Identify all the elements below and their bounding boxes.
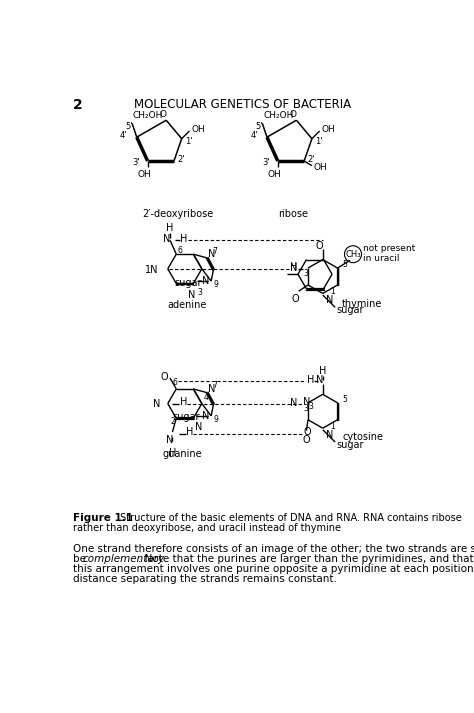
Text: H: H <box>319 366 327 376</box>
Text: 3: 3 <box>309 402 314 411</box>
Text: N: N <box>290 398 297 408</box>
Text: O: O <box>302 435 310 445</box>
Text: One strand therefore consists of an image of the other; the two strands are said: One strand therefore consists of an imag… <box>73 544 474 554</box>
Text: 6: 6 <box>172 378 177 387</box>
Text: N: N <box>165 435 173 445</box>
Text: 1: 1 <box>330 422 335 431</box>
Text: MOLECULAR GENETICS OF BACTERIA: MOLECULAR GENETICS OF BACTERIA <box>134 98 352 111</box>
Text: Structure of the basic elements of DNA and RNA. RNA contains ribose: Structure of the basic elements of DNA a… <box>118 513 462 523</box>
Text: CH₂OH: CH₂OH <box>263 111 293 120</box>
Text: H: H <box>169 448 176 458</box>
Text: OH: OH <box>313 163 327 172</box>
Text: N: N <box>153 399 160 409</box>
Text: O: O <box>303 427 311 437</box>
Text: O: O <box>290 110 297 118</box>
Text: N: N <box>195 422 202 432</box>
Text: 3: 3 <box>303 269 308 278</box>
Text: sugar: sugar <box>337 305 364 315</box>
Text: N: N <box>188 289 195 299</box>
Text: OH: OH <box>137 170 151 179</box>
Text: 4': 4' <box>120 131 128 140</box>
Text: OH: OH <box>191 125 205 134</box>
Text: 3': 3' <box>132 158 140 167</box>
Text: thymine: thymine <box>342 299 383 309</box>
Text: sugar: sugar <box>173 412 200 422</box>
Text: 9: 9 <box>213 415 219 424</box>
Text: distance separating the strands remains constant.: distance separating the strands remains … <box>73 574 337 584</box>
Text: cytosine: cytosine <box>342 432 383 442</box>
Text: not present: not present <box>363 244 415 252</box>
Text: rather than deoxyribose, and uracil instead of thymine: rather than deoxyribose, and uracil inst… <box>73 523 341 533</box>
Text: be: be <box>73 554 90 564</box>
Text: N: N <box>202 276 210 286</box>
Text: CH₃: CH₃ <box>345 250 361 259</box>
Text: 1': 1' <box>185 138 192 146</box>
Text: 1': 1' <box>315 138 322 146</box>
Text: OH: OH <box>268 170 282 179</box>
Text: 2': 2' <box>177 155 184 164</box>
Text: 2′-deoxyribose: 2′-deoxyribose <box>142 209 213 219</box>
Text: 4': 4' <box>250 131 258 140</box>
Text: N: N <box>316 376 323 386</box>
Text: 2': 2' <box>307 155 315 164</box>
Text: adenine: adenine <box>167 300 206 310</box>
Text: 3: 3 <box>303 404 308 413</box>
Text: O: O <box>316 241 323 251</box>
Text: H: H <box>180 234 188 244</box>
Text: N: N <box>202 411 210 421</box>
Text: N: N <box>326 295 333 305</box>
Text: 2: 2 <box>73 98 83 112</box>
Text: N: N <box>326 430 333 440</box>
Text: guanine: guanine <box>162 449 202 459</box>
Text: . Note that the purines are larger than the pyrimidines, and that: . Note that the purines are larger than … <box>137 554 473 564</box>
Text: 5: 5 <box>342 395 347 404</box>
Text: CH₂OH: CH₂OH <box>133 111 163 120</box>
Text: N: N <box>208 384 215 394</box>
Text: H: H <box>307 374 314 384</box>
Text: 5': 5' <box>125 122 133 131</box>
Text: 5: 5 <box>342 260 347 270</box>
Text: O: O <box>160 110 166 118</box>
Text: O: O <box>160 371 168 381</box>
Text: 3': 3' <box>263 158 270 167</box>
Text: N: N <box>290 263 297 273</box>
Text: 6: 6 <box>178 246 182 255</box>
Text: Figure 1.1: Figure 1.1 <box>73 513 133 523</box>
Text: 9: 9 <box>213 280 219 289</box>
Text: O: O <box>292 294 300 304</box>
Text: sugar: sugar <box>174 277 201 287</box>
Text: H: H <box>180 397 187 407</box>
Text: N: N <box>303 397 311 407</box>
Text: H: H <box>186 427 193 437</box>
Text: complementary: complementary <box>82 554 164 564</box>
Text: 5': 5' <box>255 122 263 131</box>
Text: this arrangement involves one purine opposite a pyrimidine at each position, so : this arrangement involves one purine opp… <box>73 564 474 574</box>
Text: 3: 3 <box>197 288 202 297</box>
Text: N: N <box>163 234 171 244</box>
Text: in uracil: in uracil <box>363 254 400 262</box>
Text: H: H <box>291 262 298 272</box>
Text: 1N: 1N <box>145 265 158 275</box>
Text: OH: OH <box>321 125 335 134</box>
Text: H: H <box>166 223 174 233</box>
Text: 1: 1 <box>330 287 335 297</box>
Text: 4: 4 <box>203 393 208 402</box>
Text: ribose: ribose <box>279 209 309 219</box>
Text: 2: 2 <box>170 417 175 426</box>
Text: N: N <box>208 249 215 259</box>
Text: 7: 7 <box>213 247 218 255</box>
Text: 7: 7 <box>213 381 218 390</box>
Text: sugar: sugar <box>337 440 364 450</box>
